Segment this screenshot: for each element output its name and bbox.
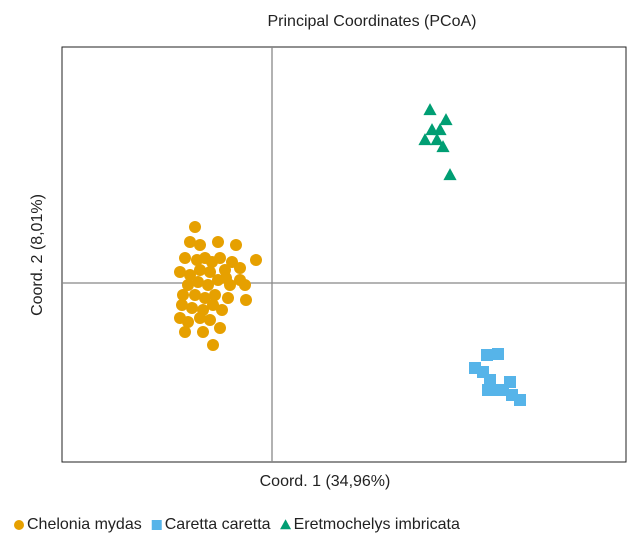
point bbox=[197, 326, 209, 338]
point bbox=[220, 272, 232, 284]
point bbox=[439, 113, 453, 126]
legend-label: Caretta caretta bbox=[165, 516, 271, 533]
y-axis-label: Coord. 2 (8,01%) bbox=[29, 194, 46, 316]
point bbox=[423, 103, 437, 116]
plot-frame bbox=[61, 46, 627, 463]
point bbox=[482, 384, 494, 396]
point bbox=[418, 133, 432, 146]
point bbox=[194, 239, 206, 251]
legend-marker bbox=[280, 519, 292, 530]
chart-title: Principal Coordinates (PCoA) bbox=[268, 13, 477, 30]
point bbox=[202, 279, 214, 291]
point bbox=[186, 302, 198, 314]
point bbox=[514, 394, 526, 406]
point bbox=[189, 221, 201, 233]
point bbox=[192, 276, 204, 288]
point bbox=[212, 236, 224, 248]
point bbox=[222, 292, 234, 304]
point bbox=[481, 349, 493, 361]
point bbox=[177, 289, 189, 301]
point bbox=[443, 168, 457, 181]
point bbox=[436, 140, 450, 153]
point bbox=[179, 252, 191, 264]
point bbox=[184, 236, 196, 248]
point bbox=[199, 292, 211, 304]
point bbox=[234, 262, 246, 274]
point bbox=[182, 279, 194, 291]
point bbox=[204, 266, 216, 278]
point bbox=[433, 123, 447, 136]
point bbox=[174, 266, 186, 278]
point bbox=[234, 274, 246, 286]
legend-marker bbox=[14, 520, 24, 530]
point bbox=[214, 322, 226, 334]
point bbox=[194, 312, 206, 324]
point bbox=[189, 289, 201, 301]
point bbox=[176, 299, 188, 311]
point bbox=[484, 374, 496, 386]
point bbox=[207, 299, 219, 311]
point bbox=[209, 289, 221, 301]
legend-label: Eretmochelys imbricata bbox=[294, 516, 460, 533]
legend-label: Chelonia mydas bbox=[27, 516, 142, 533]
point bbox=[230, 239, 242, 251]
point bbox=[179, 326, 191, 338]
point bbox=[250, 254, 262, 266]
point bbox=[184, 269, 196, 281]
point bbox=[204, 314, 216, 326]
point bbox=[191, 254, 203, 266]
point bbox=[182, 316, 194, 328]
legend-marker bbox=[151, 520, 162, 530]
x-axis-label: Coord. 1 (34,96%) bbox=[260, 473, 391, 490]
point bbox=[216, 304, 228, 316]
point bbox=[194, 264, 206, 276]
point bbox=[430, 133, 444, 146]
point bbox=[240, 294, 252, 306]
point bbox=[206, 256, 218, 268]
point bbox=[207, 339, 219, 351]
point bbox=[492, 348, 504, 360]
